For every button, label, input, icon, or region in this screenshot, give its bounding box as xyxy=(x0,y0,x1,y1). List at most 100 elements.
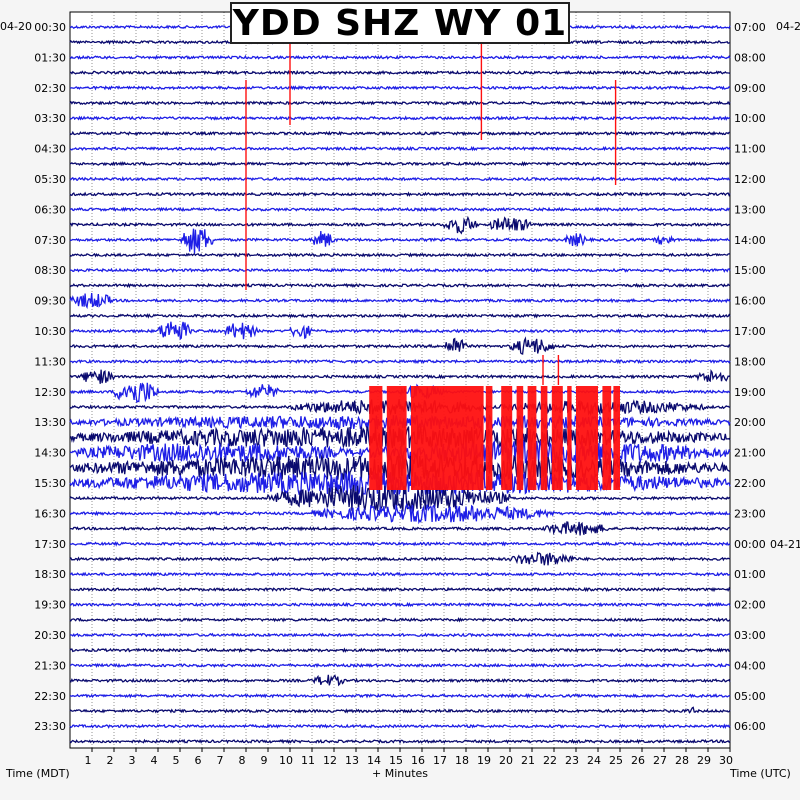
trace-line-47 xyxy=(69,723,731,730)
left-hour-label: 08:30 xyxy=(34,264,66,277)
left-hour-label: 10:30 xyxy=(34,325,66,338)
right-hour-label: 23:00 xyxy=(734,507,766,520)
trace-line-15 xyxy=(69,228,731,254)
x-tick-label: 16 xyxy=(411,754,425,767)
trace-line-21 xyxy=(69,321,731,341)
trace-line-11 xyxy=(69,176,731,182)
trace-line-48 xyxy=(69,738,731,745)
trace-line-13 xyxy=(69,206,730,213)
trace-line-19 xyxy=(69,293,731,310)
trace-line-36 xyxy=(69,551,731,566)
x-tick-label: 22 xyxy=(543,754,557,767)
x-tick-label: 27 xyxy=(653,754,667,767)
left-axis-title: Time (MDT) xyxy=(6,767,70,780)
left-hour-label: 07:30 xyxy=(34,234,66,247)
left-hour-label: 14:30 xyxy=(34,447,66,460)
right-hour-label: 02:00 xyxy=(734,599,766,612)
trace-line-22 xyxy=(69,336,731,355)
trace-line-32 xyxy=(69,484,731,512)
trace-line-17 xyxy=(69,267,731,273)
x-tick-label: 30 xyxy=(719,754,733,767)
x-tick-label: 24 xyxy=(587,754,601,767)
trace-line-44 xyxy=(69,674,731,687)
right-hour-label: 13:00 xyxy=(734,203,766,216)
trace-line-6 xyxy=(69,100,731,106)
x-axis-title: + Minutes xyxy=(372,767,429,780)
right-hour-label: 01:00 xyxy=(734,568,766,581)
right-hour-label: 17:00 xyxy=(734,325,766,338)
left-hour-label: 12:30 xyxy=(34,386,66,399)
left-hour-label: 02:30 xyxy=(34,82,66,95)
x-tick-label: 20 xyxy=(499,754,513,767)
right-hour-label: 07:00 xyxy=(734,21,766,34)
x-tick-label: 26 xyxy=(631,754,645,767)
left-hour-label: 05:30 xyxy=(34,173,66,186)
trace-line-35 xyxy=(69,540,731,547)
clipped-signal-block-12 xyxy=(602,386,612,490)
x-tick-label: 29 xyxy=(697,754,711,767)
trace-line-14 xyxy=(69,215,731,235)
right-hour-label: 03:00 xyxy=(734,629,766,642)
right-hour-label: 14:00 xyxy=(734,234,766,247)
x-tick-label: 28 xyxy=(675,754,689,767)
x-tick-label: 8 xyxy=(239,754,246,767)
trace-line-34 xyxy=(70,521,731,536)
left-hour-label: 13:30 xyxy=(34,416,66,429)
clipped-signal-block-11 xyxy=(576,386,598,490)
right-axis-title: Time (UTC) xyxy=(730,767,791,780)
right-hour-label: 06:00 xyxy=(734,720,766,733)
trace-line-37 xyxy=(70,571,730,577)
clipped-signal-block-5 xyxy=(501,386,513,490)
left-hour-label: 21:30 xyxy=(34,659,66,672)
right-hour-label: 00:00 xyxy=(734,538,766,551)
left-hour-label: 11:30 xyxy=(34,355,66,368)
trace-line-46 xyxy=(69,706,731,714)
x-tick-label: 13 xyxy=(345,754,359,767)
x-tick-label: 2 xyxy=(107,754,114,767)
x-tick-label: 7 xyxy=(217,754,224,767)
trace-line-43 xyxy=(69,662,731,669)
x-tick-label: 14 xyxy=(367,754,381,767)
right-hour-label: 10:00 xyxy=(734,112,766,125)
left-hour-label: 22:30 xyxy=(34,690,66,703)
x-tick-label: 25 xyxy=(609,754,623,767)
left-hour-label: 15:30 xyxy=(34,477,66,490)
chart-title: YDD SHZ WY 01 xyxy=(230,2,570,44)
left-hour-label: 18:30 xyxy=(34,568,66,581)
date-next-label: 04-21 xyxy=(770,538,800,551)
left-hour-label: 19:30 xyxy=(34,599,66,612)
x-tick-label: 18 xyxy=(455,754,469,767)
right-hour-label: 12:00 xyxy=(734,173,766,186)
trace-line-8 xyxy=(69,130,731,137)
trace-line-5 xyxy=(69,84,731,91)
right-hour-label: 20:00 xyxy=(734,416,766,429)
trace-line-24 xyxy=(69,369,731,384)
x-tick-label: 4 xyxy=(151,754,158,767)
trace-line-41 xyxy=(69,632,731,638)
right-hour-label: 05:00 xyxy=(734,690,766,703)
clipped-signal-block-6 xyxy=(516,386,524,490)
plot-frame xyxy=(69,11,731,749)
right-hour-label: 19:00 xyxy=(734,386,766,399)
left-hour-label: 04:30 xyxy=(34,143,66,156)
clipped-signal-block-8 xyxy=(540,386,548,490)
left-hour-label: 20:30 xyxy=(34,629,66,642)
x-tick-label: 5 xyxy=(173,754,180,767)
right-hour-label: 16:00 xyxy=(734,295,766,308)
x-tick-label: 11 xyxy=(301,754,315,767)
trace-line-45 xyxy=(69,692,731,699)
clipped-signal-block-1 xyxy=(369,386,383,490)
trace-line-10 xyxy=(69,161,731,167)
clipped-signal-block-4 xyxy=(485,386,493,490)
left-hour-label: 23:30 xyxy=(34,720,66,733)
right-hour-label: 18:00 xyxy=(734,355,766,368)
right-hour-label: 09:00 xyxy=(734,82,766,95)
trace-line-12 xyxy=(69,191,731,198)
x-tick-label: 12 xyxy=(323,754,337,767)
trace-line-39 xyxy=(69,601,731,608)
right-hour-label: 04:00 xyxy=(734,659,766,672)
left-hour-label: 09:30 xyxy=(34,295,66,308)
x-tick-label: 21 xyxy=(521,754,535,767)
left-hour-label: 17:30 xyxy=(34,538,66,551)
